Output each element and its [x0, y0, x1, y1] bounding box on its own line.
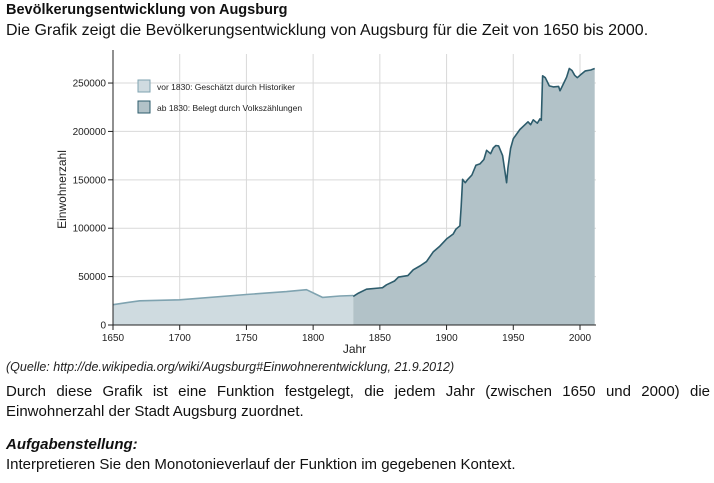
series-line-2: [352, 67, 595, 298]
series-area-1: [113, 289, 354, 325]
intro-text: Die Grafik zeigt die Bevölkerungsentwick…: [6, 22, 649, 39]
x-tick-label: 2000: [569, 333, 592, 344]
legend-label-1: vor 1830: Geschätzt durch Historiker: [157, 82, 295, 92]
y-tick-label: 150000: [73, 175, 107, 186]
page-title: Bevölkerungsentwicklung von Augsburg: [6, 2, 288, 18]
x-tick-label: 1700: [169, 333, 192, 344]
series-line-1: [112, 288, 354, 306]
x-axis-label: Jahr: [343, 342, 366, 356]
task-heading: Aufgabenstellung:: [6, 436, 138, 453]
y-tick-label: 200000: [73, 127, 107, 138]
y-tick-label: 250000: [73, 79, 107, 90]
x-tick-label: 1650: [102, 333, 125, 344]
x-tick-label: 1800: [302, 333, 325, 344]
y-axis-label: Einwohnerzahl: [55, 150, 69, 229]
y-tick-label: 0: [100, 321, 106, 332]
y-tick-label: 50000: [78, 272, 106, 283]
legend-swatch-1: [137, 79, 151, 93]
x-tick-label: 1950: [502, 333, 525, 344]
x-tick-label: 1900: [435, 333, 458, 344]
legend-label-2: ab 1830: Belegt durch Volkszählungen: [157, 103, 302, 113]
x-tick-label: 1750: [235, 333, 258, 344]
source-citation: (Quelle: http://de.wikipedia.org/wiki/Au…: [6, 360, 455, 374]
task-text: Interpretieren Sie den Monotonieverlauf …: [6, 456, 516, 473]
y-tick-label: 100000: [73, 224, 107, 235]
population-chart: 1650 1700 1750 1800 1850 1900 1950 2000 0 50000 10…: [55, 50, 596, 356]
legend-swatch-2: [137, 100, 151, 114]
description-paragraph: Durch diese Grafik ist eine Funktion fes…: [6, 383, 710, 420]
x-tick-label: 1850: [369, 333, 392, 344]
series-area-2: [353, 68, 595, 325]
